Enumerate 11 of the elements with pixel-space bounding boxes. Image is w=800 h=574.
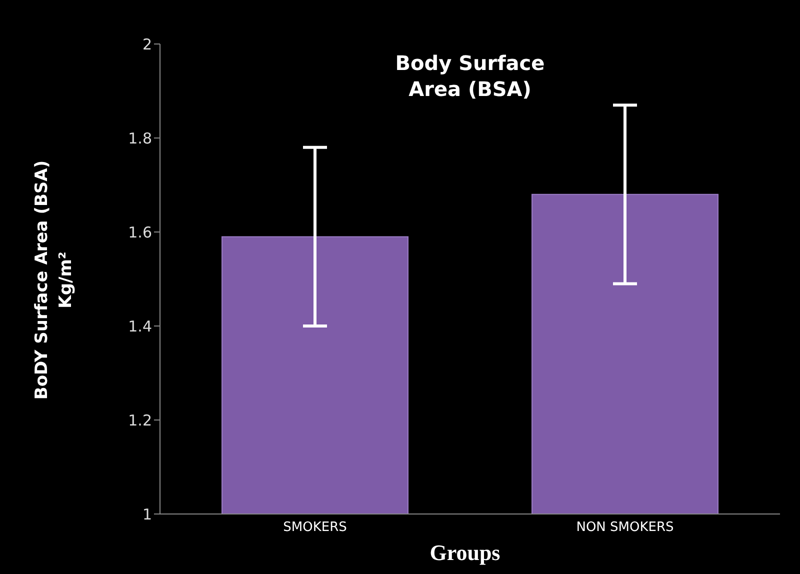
y-tick-label: 1.6 <box>128 223 152 242</box>
x-tick-label: SMOKERS <box>283 520 347 536</box>
y-tick-label: 1.2 <box>128 411 152 430</box>
y-axis-title: BoDY Surface Area (BSA) Kg/m² <box>31 159 77 402</box>
y-tick-label: 2 <box>142 35 152 54</box>
x-tick-label: NON SMOKERS <box>576 520 674 536</box>
x-axis-title: Groups <box>428 540 502 566</box>
text: Body Surface Area (BSA) <box>394 50 546 102</box>
y-tick-label: 1.4 <box>128 317 152 336</box>
y-tick-label: 1 <box>142 505 152 524</box>
y-tick-label: 1.8 <box>128 129 152 148</box>
